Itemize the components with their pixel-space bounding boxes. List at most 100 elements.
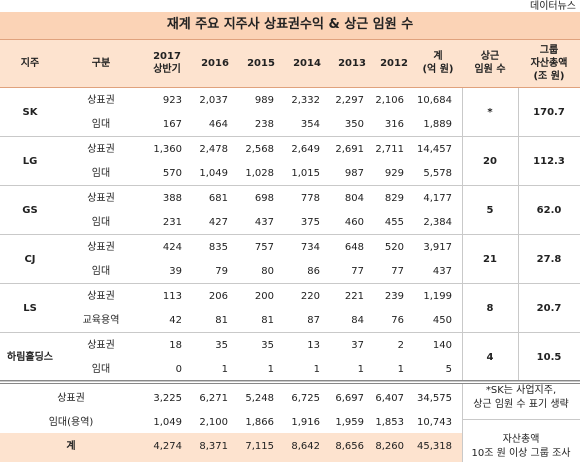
rule: [0, 283, 580, 284]
column-header: 임원 수: [474, 64, 506, 75]
rule: [0, 185, 580, 186]
value: 2,332: [291, 94, 320, 106]
value: 200: [254, 290, 274, 302]
assets: 170.7: [533, 106, 565, 118]
value: 239: [384, 290, 404, 302]
value: 757: [254, 241, 274, 253]
value: 1,028: [245, 167, 274, 179]
value: 77: [351, 265, 364, 277]
value: 437: [432, 265, 452, 277]
column-header: (조 원): [533, 70, 565, 82]
column-header: 구분: [91, 57, 111, 69]
summary-value: 8,371: [199, 440, 228, 452]
officers: 5: [486, 204, 494, 216]
column-header: 지주: [20, 57, 40, 69]
value: 923: [162, 94, 182, 106]
value: 37: [351, 339, 364, 351]
summary-value: 10,743: [417, 416, 452, 428]
row-label: 상표권: [87, 143, 115, 155]
value: 231: [162, 216, 182, 228]
value: 113: [162, 290, 182, 302]
summary-value: 1,049: [153, 416, 182, 428]
value: 5,578: [423, 167, 452, 179]
value: 2,711: [375, 143, 404, 155]
rule: [0, 39, 580, 40]
value: 238: [254, 118, 274, 130]
value: 424: [162, 241, 182, 253]
value: 2,297: [335, 94, 364, 106]
column-header: 상반기: [153, 64, 181, 75]
column-header: (억 원): [422, 64, 454, 75]
rule: [462, 88, 463, 382]
value: 2: [397, 339, 404, 351]
value: 18: [169, 339, 182, 351]
value: 1: [357, 363, 364, 375]
value: 2,649: [291, 143, 320, 155]
value: 2,478: [199, 143, 228, 155]
value: 80: [261, 265, 274, 277]
value: 570: [162, 167, 182, 179]
company: LG: [22, 155, 38, 167]
row-label: 임대: [91, 265, 111, 277]
value: 167: [162, 118, 182, 130]
company: 하림홀딩스: [7, 351, 53, 363]
column-header: 자산총액: [530, 57, 568, 69]
value: 316: [384, 118, 404, 130]
summary-value: 1,853: [375, 416, 404, 428]
value: 5: [445, 363, 452, 375]
value: 206: [208, 290, 228, 302]
assets: 10.5: [536, 351, 562, 363]
column-header: 2017: [153, 51, 181, 62]
value: 835: [208, 241, 228, 253]
column-header: 2012: [380, 57, 408, 69]
value: 10,684: [417, 94, 452, 106]
row-label: 상표권: [87, 192, 115, 204]
value: 450: [432, 314, 452, 326]
row-label: 임대: [91, 118, 111, 130]
summary-value: 45,318: [417, 440, 452, 452]
rule: [462, 384, 463, 462]
total-bar: [0, 433, 462, 462]
value: 42: [169, 314, 182, 326]
column-header: 2016: [201, 57, 229, 69]
value: 1,360: [153, 143, 182, 155]
value: 81: [215, 314, 228, 326]
row-label: 임대: [91, 167, 111, 179]
row-label: 상표권: [87, 241, 115, 253]
column-header: 2014: [293, 57, 321, 69]
value: 350: [344, 118, 364, 130]
value: 221: [344, 290, 364, 302]
summary-value: 1,866: [245, 416, 274, 428]
value: 2,037: [199, 94, 228, 106]
source: 데이터뉴스: [530, 1, 576, 12]
summary-value: 6,697: [335, 392, 364, 404]
value: 989: [254, 94, 274, 106]
value: 0: [175, 363, 182, 375]
column-header: 2015: [247, 57, 275, 69]
rule: [0, 136, 580, 137]
summary-label: 임대(용역): [48, 416, 94, 428]
value: 388: [162, 192, 182, 204]
assets: 62.0: [536, 204, 562, 216]
company: CJ: [24, 253, 36, 265]
company: GS: [22, 204, 38, 216]
summary-label: 상표권: [57, 392, 85, 404]
value: 14,457: [417, 143, 452, 155]
rule: [0, 332, 580, 333]
summary-value: 34,575: [417, 392, 452, 404]
value: 77: [391, 265, 404, 277]
value: 2,691: [335, 143, 364, 155]
value: 698: [254, 192, 274, 204]
summary-value: 2,100: [199, 416, 228, 428]
value: 804: [344, 192, 364, 204]
value: 778: [300, 192, 320, 204]
value: 520: [384, 241, 404, 253]
note: *SK는 사업지주,: [485, 384, 557, 396]
row-label: 상표권: [87, 94, 115, 106]
rule: [0, 234, 580, 235]
row-label: 상표권: [87, 290, 115, 302]
value: 3,917: [423, 241, 452, 253]
header-bar: [0, 40, 580, 87]
company: LS: [23, 302, 37, 314]
summary-value: 6,271: [199, 392, 228, 404]
